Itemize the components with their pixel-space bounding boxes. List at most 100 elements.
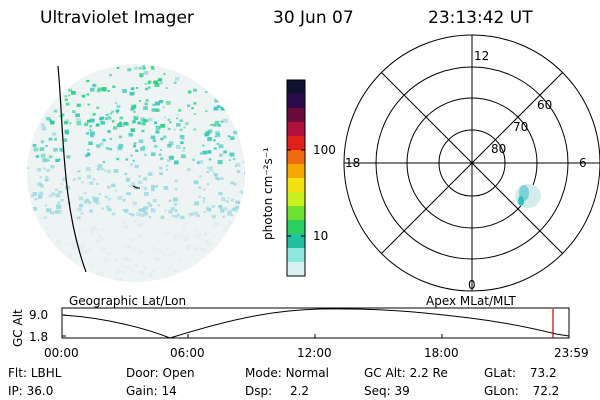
emission-pixel	[102, 138, 106, 142]
emission-pixel	[189, 243, 192, 246]
emission-pixel	[101, 227, 106, 231]
emission-pixel	[81, 229, 86, 233]
emission-pixel	[204, 233, 208, 237]
lat-label-80: 80	[491, 142, 507, 156]
emission-pixel	[128, 132, 133, 137]
emission-pixel	[242, 160, 245, 163]
emission-pixel	[205, 91, 208, 93]
emission-pixel	[165, 218, 170, 221]
emission-pixel	[179, 128, 183, 131]
emission-pixel	[51, 192, 56, 196]
emission-pixel	[127, 266, 131, 269]
emission-pixel	[59, 190, 63, 194]
emission-pixel	[113, 235, 116, 237]
emission-pixel	[84, 122, 89, 126]
colorbar-swatch	[287, 262, 305, 277]
emission-pixel	[81, 94, 86, 98]
emission-pixel	[155, 108, 160, 112]
emission-pixel	[89, 129, 92, 132]
emission-pixel	[97, 87, 103, 92]
emission-pixel	[56, 239, 61, 243]
emission-pixel	[214, 99, 218, 102]
emission-pixel	[208, 168, 214, 172]
emission-pixel	[133, 111, 136, 113]
emission-pixel	[213, 147, 217, 150]
emission-pixel	[96, 228, 99, 231]
emission-pixel	[64, 98, 68, 101]
emission-pixel	[115, 109, 120, 113]
emission-pixel	[96, 106, 100, 109]
emission-pixel	[114, 259, 118, 263]
emission-pixel	[113, 169, 119, 173]
emission-pixel	[100, 121, 105, 125]
emission-pixel	[129, 223, 133, 226]
emission-pixel	[195, 229, 199, 232]
emission-pixel	[99, 142, 104, 146]
emission-pixel	[143, 70, 149, 75]
coast-mark	[132, 185, 140, 189]
emission-pixel	[109, 112, 113, 115]
emission-pixel	[150, 135, 156, 140]
emission-pixel	[71, 246, 76, 250]
emission-pixel	[156, 257, 161, 261]
emission-pixel	[165, 246, 170, 251]
emission-pixel	[187, 104, 191, 107]
emission-pixel	[152, 276, 156, 280]
emission-pixel	[87, 119, 91, 123]
emission-pixel	[207, 129, 213, 133]
emission-pixel	[55, 193, 61, 198]
auroral-emission	[27, 65, 245, 282]
emission-pixel	[143, 206, 148, 211]
emission-pixel	[162, 135, 167, 139]
emission-pixel	[211, 205, 215, 208]
timeline-frame	[61, 307, 570, 339]
emission-pixel	[166, 168, 169, 171]
emission-pixel	[83, 192, 87, 195]
emission-pixel	[43, 167, 46, 170]
emission-pixel	[137, 234, 142, 238]
emission-pixel	[116, 112, 119, 114]
emission-pixel	[168, 199, 172, 202]
emission-pixel	[213, 106, 219, 111]
emission-pixel	[215, 131, 220, 135]
emission-pixel	[79, 249, 84, 254]
emission-pixel	[117, 146, 123, 151]
emission-pixel	[127, 185, 131, 188]
emission-pixel	[155, 101, 160, 106]
emission-pixel	[127, 192, 131, 196]
emission-pixel	[182, 137, 185, 140]
time-label: 23:13:42 UT	[428, 8, 533, 28]
emission-pixel	[143, 153, 148, 157]
emission-pixel	[141, 223, 145, 226]
emission-pixel	[150, 208, 156, 213]
emission-pixel	[56, 241, 60, 245]
emission-pixel	[27, 167, 30, 170]
emission-pixel	[169, 254, 173, 258]
emission-pixel	[56, 203, 60, 207]
emission-pixel	[235, 162, 241, 167]
emission-pixel	[198, 160, 204, 164]
emission-pixel	[55, 188, 58, 191]
emission-pixel	[193, 102, 197, 105]
emission-pixel	[206, 183, 210, 186]
emission-pixel	[108, 116, 111, 118]
emission-pixel	[168, 141, 174, 146]
emission-pixel	[117, 268, 122, 273]
emission-pixel	[122, 220, 127, 225]
emission-pixel	[175, 77, 180, 81]
emission-pixel	[123, 225, 128, 229]
emission-pixel	[137, 222, 143, 227]
emission-pixel	[118, 121, 122, 125]
emission-pixel	[132, 219, 137, 223]
info-flt-label: Flt:	[8, 366, 27, 380]
emission-pixel	[132, 279, 135, 282]
emission-pixel	[213, 173, 218, 177]
emission-pixel	[89, 209, 93, 213]
emission-pixel	[193, 180, 199, 185]
timeline-ytick-label-high: 9.0	[29, 308, 49, 322]
emission-pixel	[125, 192, 129, 195]
emission-pixel	[112, 85, 116, 88]
emission-pixel	[163, 186, 169, 190]
emission-pixel	[140, 208, 146, 212]
emission-pixel	[107, 207, 112, 212]
